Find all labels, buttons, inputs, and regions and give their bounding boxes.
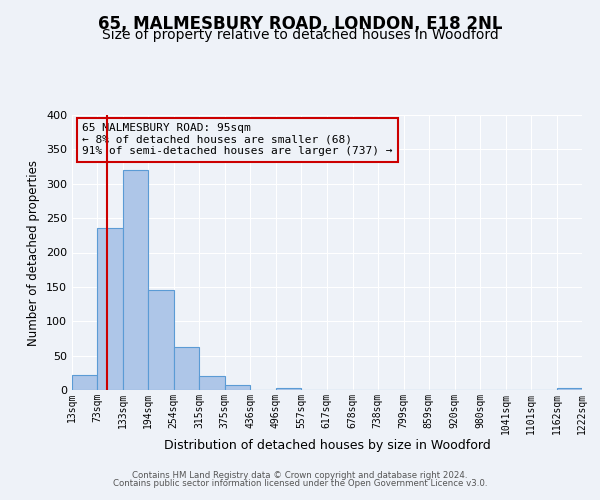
Text: Distribution of detached houses by size in Woodford: Distribution of detached houses by size …: [164, 440, 490, 452]
Bar: [72, 375, 97, 390]
Text: Contains HM Land Registry data © Crown copyright and database right 2024.: Contains HM Land Registry data © Crown c…: [132, 471, 468, 480]
Bar: [276, 388, 301, 390]
Text: Size of property relative to detached houses in Woodford: Size of property relative to detached ho…: [101, 28, 499, 42]
Bar: [225, 385, 250, 390]
Bar: [173, 346, 199, 390]
Y-axis label: Number of detached properties: Number of detached properties: [28, 160, 40, 346]
Bar: [557, 388, 582, 390]
Text: 65, MALMESBURY ROAD, LONDON, E18 2NL: 65, MALMESBURY ROAD, LONDON, E18 2NL: [98, 15, 502, 33]
Bar: [148, 290, 173, 390]
Bar: [122, 170, 148, 390]
Bar: [97, 228, 122, 390]
Bar: [199, 376, 225, 390]
Text: Contains public sector information licensed under the Open Government Licence v3: Contains public sector information licen…: [113, 478, 487, 488]
Text: 65 MALMESBURY ROAD: 95sqm
← 8% of detached houses are smaller (68)
91% of semi-d: 65 MALMESBURY ROAD: 95sqm ← 8% of detach…: [82, 123, 392, 156]
